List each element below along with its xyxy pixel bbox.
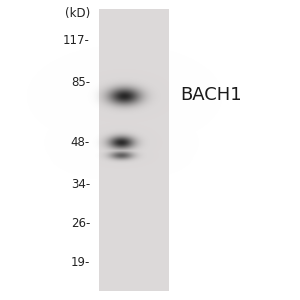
Bar bbox=[99, 9, 170, 291]
Text: BACH1: BACH1 bbox=[180, 85, 242, 103]
Text: 117-: 117- bbox=[63, 34, 90, 47]
Text: 85-: 85- bbox=[71, 76, 90, 89]
Text: 34-: 34- bbox=[71, 178, 90, 191]
Text: (kD): (kD) bbox=[65, 7, 90, 20]
Text: 26-: 26- bbox=[70, 217, 90, 230]
Text: 48-: 48- bbox=[71, 136, 90, 149]
Text: 19-: 19- bbox=[70, 256, 90, 269]
